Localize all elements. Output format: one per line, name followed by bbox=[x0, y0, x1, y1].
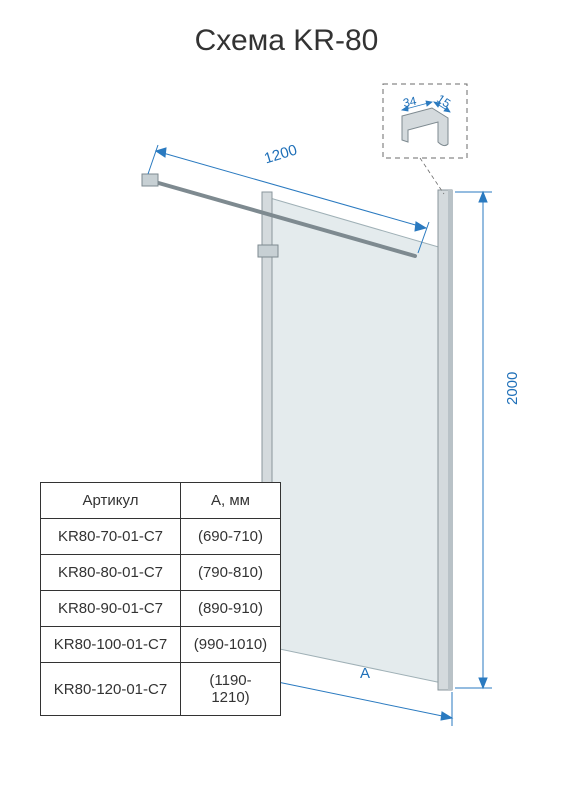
table-cell-sku: KR80-100-01-C7 bbox=[41, 627, 181, 663]
table-row: KR80-80-01-C7 (790-810) bbox=[41, 555, 281, 591]
table-row: KR80-100-01-C7 (990-1010) bbox=[41, 627, 281, 663]
table-cell-sku: KR80-80-01-C7 bbox=[41, 555, 181, 591]
table-header-sku: Артикул bbox=[41, 483, 181, 519]
dim-height-2000 bbox=[455, 192, 492, 688]
dim-label-width: A bbox=[360, 665, 370, 682]
dim-label-inset1: 34 bbox=[402, 94, 418, 110]
table-cell-dim: (690-710) bbox=[181, 519, 281, 555]
arm-wall-mount bbox=[142, 174, 158, 186]
table-row: KR80-120-01-C7 (1190-1210) bbox=[41, 663, 281, 716]
table-cell-dim: (1190-1210) bbox=[181, 663, 281, 716]
table-cell-sku: KR80-90-01-C7 bbox=[41, 591, 181, 627]
table-header-row: Артикул A, мм bbox=[41, 483, 281, 519]
dim-label-height: 2000 bbox=[504, 372, 521, 405]
table-cell-dim: (790-810) bbox=[181, 555, 281, 591]
right-frame-edge bbox=[448, 190, 453, 690]
table-cell-sku: KR80-70-01-C7 bbox=[41, 519, 181, 555]
table-row: KR80-70-01-C7 (690-710) bbox=[41, 519, 281, 555]
glass-panel bbox=[270, 198, 442, 683]
table-row: KR80-90-01-C7 (890-910) bbox=[41, 591, 281, 627]
table-cell-sku: KR80-120-01-C7 bbox=[41, 663, 181, 716]
page-title: Схема KR-80 bbox=[0, 24, 573, 58]
arm-clamp bbox=[258, 245, 278, 257]
spec-table: Артикул A, мм KR80-70-01-C7 (690-710) KR… bbox=[40, 482, 281, 716]
table-cell-dim: (990-1010) bbox=[181, 627, 281, 663]
table-cell-dim: (890-910) bbox=[181, 591, 281, 627]
inset-detail bbox=[383, 84, 467, 194]
table-header-dim: A, мм bbox=[181, 483, 281, 519]
